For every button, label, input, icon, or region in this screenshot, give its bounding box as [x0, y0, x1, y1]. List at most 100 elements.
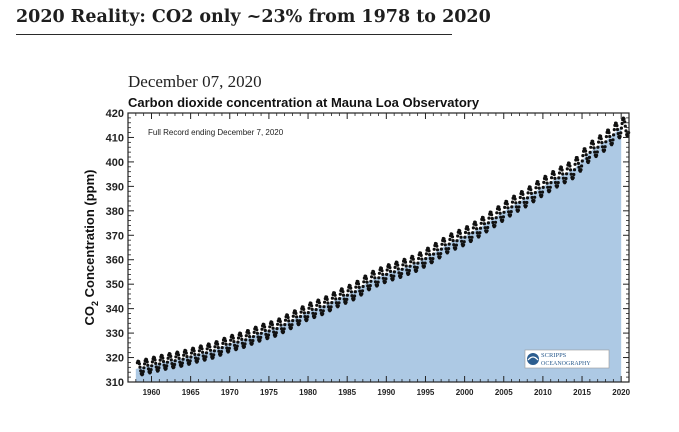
co2-data-point — [251, 339, 255, 343]
co2-data-point — [568, 168, 573, 172]
co2-data-point — [289, 326, 293, 330]
co2-data-point — [141, 369, 145, 374]
co2-data-point — [597, 140, 601, 144]
co2-data-point — [506, 206, 510, 210]
co2-data-point — [330, 296, 334, 300]
co2-data-point — [588, 150, 592, 154]
co2-data-point — [169, 354, 173, 358]
co2-data-point — [338, 292, 342, 296]
co2-data-point — [501, 215, 505, 219]
co2-data-point — [606, 128, 611, 132]
co2-data-point — [415, 268, 419, 273]
co2-data-point — [302, 307, 306, 311]
co2-data-point — [408, 264, 412, 268]
co2-data-point — [366, 284, 370, 288]
co2-data-point — [243, 342, 247, 346]
co2-data-point — [281, 330, 286, 334]
co2-data-point — [302, 311, 306, 315]
co2-data-point — [424, 252, 428, 256]
co2-data-point — [596, 145, 600, 149]
co2-data-point — [376, 280, 380, 284]
co2-data-point — [423, 261, 427, 265]
co2-data-point — [276, 322, 280, 326]
co2-data-point — [439, 247, 443, 251]
co2-data-point — [545, 181, 549, 185]
chart-title: Carbon dioxide concentration at Mauna Lo… — [128, 95, 480, 110]
co2-data-point — [342, 297, 346, 301]
co2-data-point — [571, 176, 575, 180]
co2-data-point — [298, 314, 303, 319]
scripps-logo: SCRIPPS OCEANOGRAPHY — [524, 349, 610, 369]
y-tick-label: 310 — [106, 377, 124, 389]
co2-data-point — [156, 368, 160, 372]
co2-data-point — [576, 161, 581, 165]
co2-data-point — [404, 264, 408, 268]
co2-data-point — [498, 211, 502, 215]
co2-data-point — [450, 235, 455, 239]
co2-data-point — [482, 218, 486, 222]
co2-data-point — [443, 239, 447, 243]
co2-data-point — [274, 333, 278, 337]
co2-data-point — [385, 268, 389, 272]
co2-data-point — [413, 265, 417, 269]
co2-data-point — [346, 289, 350, 293]
co2-data-point — [463, 235, 467, 239]
co2-data-point — [146, 367, 151, 371]
co2-data-point — [616, 132, 620, 136]
co2-data-point — [184, 351, 188, 355]
co2-data-point — [208, 348, 213, 352]
co2-data-point — [255, 328, 259, 332]
co2-data-point — [397, 271, 401, 275]
y-tick-label: 400 — [106, 157, 124, 169]
co2-data-point — [591, 142, 596, 146]
co2-data-point — [368, 287, 372, 291]
co2-data-point — [169, 358, 173, 362]
co2-data-point — [507, 210, 511, 214]
logo-wave-icon — [527, 356, 539, 361]
x-tick-label: 2020 — [612, 388, 630, 397]
x-tick-label: 2000 — [456, 388, 474, 397]
co2-data-point — [555, 184, 560, 188]
co2-data-point — [248, 335, 252, 339]
co2-data-point — [176, 353, 181, 357]
co2-data-point — [533, 195, 537, 199]
co2-data-point — [565, 167, 569, 171]
co2-data-point — [326, 301, 330, 305]
co2-data-point — [428, 253, 432, 257]
co2-data-point — [503, 205, 507, 209]
y-tick-label: 340 — [106, 304, 124, 316]
co2-data-point — [412, 261, 416, 265]
co2-data-point — [510, 205, 514, 209]
co2-data-point — [262, 323, 266, 327]
co2-data-point — [196, 357, 200, 361]
co2-data-point — [165, 364, 169, 368]
co2-data-point — [267, 329, 271, 333]
co2-data-point — [164, 366, 168, 371]
co2-data-point — [593, 150, 597, 154]
co2-data-point — [310, 304, 314, 308]
co2-data-point — [474, 223, 478, 227]
co2-data-point — [608, 134, 612, 139]
co2-data-point — [513, 197, 517, 201]
co2-data-point — [153, 358, 157, 362]
co2-data-point — [561, 172, 565, 176]
co2-data-point — [291, 314, 295, 318]
co2-data-point — [438, 255, 442, 259]
co2-data-point — [428, 256, 432, 261]
co2-data-point — [216, 346, 220, 350]
co2-data-point — [595, 150, 599, 154]
co2-data-point — [568, 164, 572, 168]
co2-data-point — [307, 306, 311, 310]
co2-data-point — [600, 141, 604, 145]
co2-data-point — [563, 180, 567, 184]
co2-data-point — [473, 220, 477, 224]
co2-data-point — [388, 266, 392, 270]
co2-data-point — [611, 138, 615, 142]
co2-data-point — [181, 357, 185, 361]
co2-data-point — [604, 135, 609, 139]
co2-data-point — [383, 280, 387, 284]
co2-data-point — [373, 280, 378, 284]
co2-data-point — [458, 229, 462, 233]
co2-data-point — [150, 364, 154, 368]
co2-data-point — [395, 261, 399, 265]
